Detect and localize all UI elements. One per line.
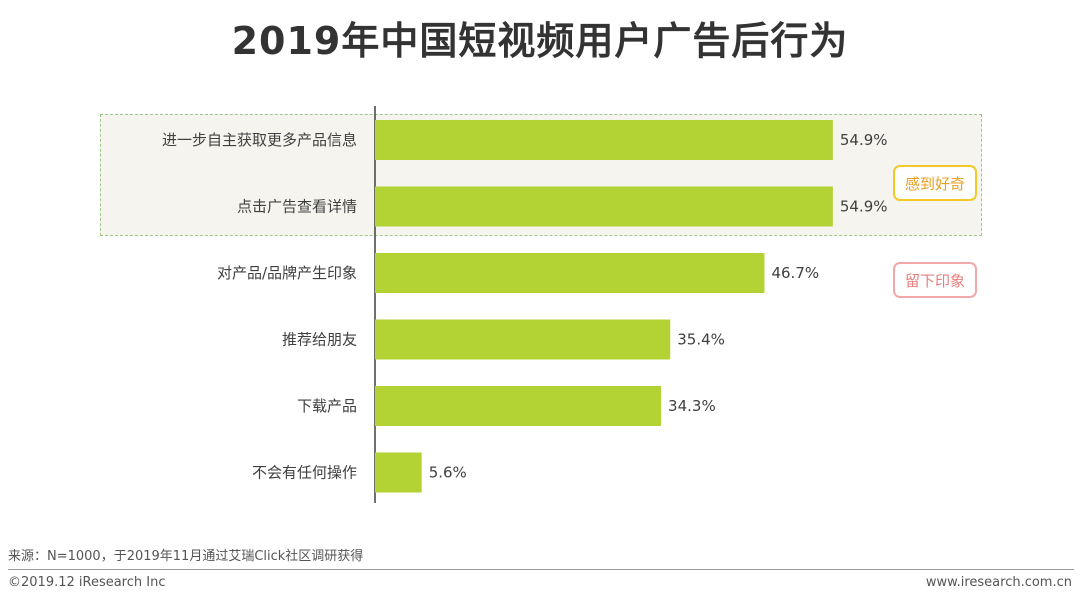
value-label: 34.3% [668,397,716,415]
bar [375,186,833,227]
category-label: 不会有任何操作 [252,464,357,482]
annotation-curious-tag: 感到好奇 [893,165,977,201]
value-label: 35.4% [677,331,725,349]
source-note: 来源：N=1000，于2019年11月通过艾瑞Click社区调研获得 [8,549,364,564]
footer-divider [8,569,1074,570]
category-label: 推荐给朋友 [282,331,357,349]
value-label: 5.6% [429,464,467,482]
bar [375,253,765,293]
category-label: 点击广告查看详情 [237,198,357,216]
value-label: 54.9% [840,198,888,216]
category-label: 进一步自主获取更多产品信息 [162,131,357,149]
bar [375,120,833,160]
website-link[interactable]: www.iresearch.com.cn [925,575,1072,590]
value-label: 46.7% [771,264,819,282]
category-label: 对产品/品牌产生印象 [217,264,357,282]
bar [375,452,422,493]
bar [375,319,671,360]
annotation-impression-tag: 留下印象 [893,262,977,298]
bar [375,386,662,426]
category-label: 下载产品 [297,397,357,415]
bar-chart: 进一步自主获取更多产品信息 54.9% 点击广告查看详情 54.9% 对产品/品牌产生印… [162,106,888,503]
copyright-text: ©2019.12 iResearch Inc [8,575,166,590]
page-title: 2019年中国短视频用户广告后行为 [231,19,849,63]
value-label: 54.9% [840,131,888,149]
